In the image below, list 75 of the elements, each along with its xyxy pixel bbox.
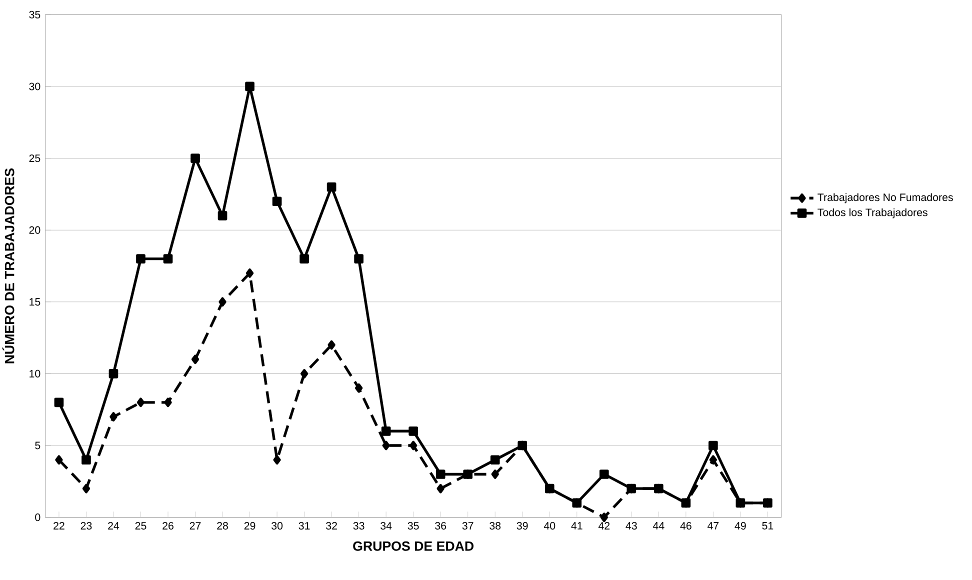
point (218, 297, 226, 307)
x-tick-label: 28 (217, 522, 228, 530)
x-tick-label: 24 (108, 522, 120, 530)
point (410, 440, 418, 450)
x-tick-label: 32 (326, 522, 337, 530)
point (708, 440, 718, 450)
point (272, 196, 282, 206)
x-tick-label: 36 (435, 522, 446, 530)
point (110, 412, 118, 422)
point (136, 254, 146, 264)
x-tick-label: 37 (462, 522, 474, 530)
point (490, 455, 500, 465)
y-tick-label: 25 (29, 154, 40, 162)
point (108, 369, 118, 378)
point (191, 354, 200, 364)
point (246, 268, 254, 278)
point (54, 398, 64, 408)
point (709, 455, 718, 465)
x-tick-label: 33 (353, 522, 364, 530)
x-tick-label: 40 (544, 522, 556, 530)
point (300, 254, 309, 264)
x-tick-label: 31 (298, 522, 310, 530)
point (245, 82, 254, 92)
x-axis-title: GRUPOS DE EDAD (353, 541, 474, 551)
point (600, 512, 608, 522)
point (436, 470, 446, 479)
y-tick-label: 15 (30, 298, 40, 306)
point (491, 470, 499, 479)
y-tick-label: 20 (29, 226, 40, 234)
y-tick-label: 30 (29, 82, 40, 90)
point (599, 470, 609, 479)
x-tick-label: 49 (734, 522, 746, 530)
point (163, 254, 173, 264)
x-tick-label: 27 (190, 522, 201, 530)
x-tick-label: 46 (680, 522, 692, 530)
x-tick-label: 39 (516, 522, 528, 530)
x-tick-label: 29 (244, 522, 256, 530)
legend-label: Todos los Trabajadores (818, 208, 928, 218)
point (164, 398, 172, 408)
x-tick-label: 41 (571, 522, 582, 530)
point (82, 484, 90, 494)
x-tick-label: 30 (272, 522, 283, 530)
point (326, 182, 336, 192)
x-tick-label: 26 (162, 522, 174, 530)
point (300, 369, 308, 378)
x-tick-label: 25 (135, 522, 146, 530)
x-tick-label: 23 (80, 522, 92, 530)
point (354, 254, 364, 264)
point (82, 455, 91, 465)
point (273, 455, 281, 465)
x-tick-label: 34 (380, 522, 392, 530)
point (354, 383, 363, 393)
point (382, 440, 390, 450)
x-tick-label: 47 (708, 522, 719, 530)
point (136, 398, 145, 408)
x-tick-label: 35 (408, 522, 419, 530)
point (436, 484, 444, 494)
point (55, 455, 63, 465)
x-tick-label: 43 (626, 522, 637, 530)
y-axis-title: NÚMERO DE TRABAJADORES (2, 168, 14, 364)
x-tick-label: 44 (652, 522, 664, 530)
legend-label: Trabajadores No Fumadores (818, 193, 953, 204)
y-tick-label: 0 (35, 514, 40, 522)
x-tick-label: 22 (54, 522, 64, 530)
x-tick-label: 42 (598, 522, 610, 530)
point (218, 211, 228, 220)
y-tick-label: 35 (29, 10, 40, 18)
x-tick-label: 38 (490, 522, 501, 530)
point (381, 426, 391, 436)
point (408, 426, 418, 436)
point (328, 340, 336, 350)
x-tick-label: 51 (762, 522, 774, 530)
point (190, 154, 200, 163)
y-tick-label: 5 (35, 442, 40, 450)
y-tick-label: 10 (30, 370, 40, 378)
